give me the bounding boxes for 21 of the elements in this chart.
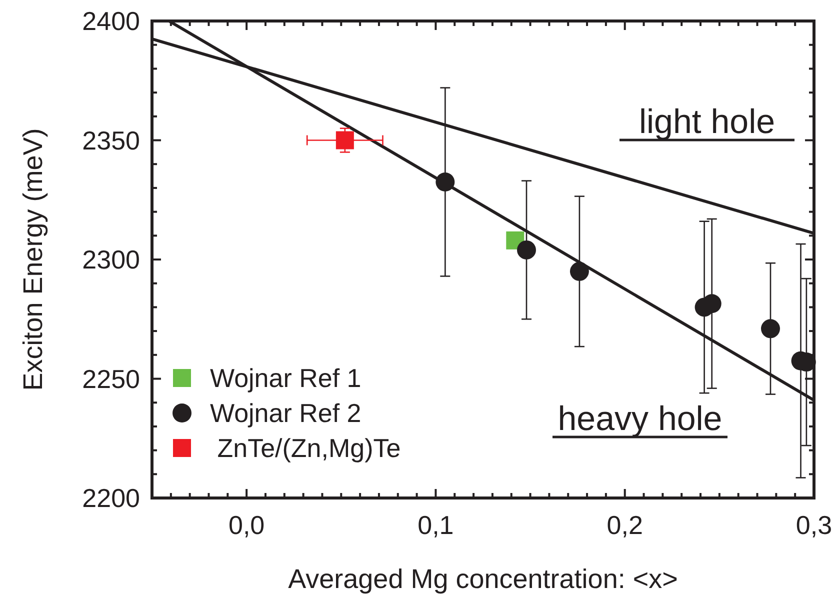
point: [570, 262, 589, 281]
y-tick-label: 2250: [82, 364, 140, 394]
x-tick-label: 0,2: [606, 510, 643, 540]
y-axis-title: Exciton Energy (meV): [18, 128, 48, 391]
annotation: light hole: [638, 103, 776, 141]
x-tick-label: 0,3: [796, 510, 832, 540]
y-tick-label: 2400: [82, 6, 140, 36]
y-tick-label: 2200: [82, 483, 140, 513]
x-tick-label: 0,0: [228, 510, 265, 540]
point: [760, 319, 780, 338]
y-tick-label: 2300: [82, 244, 140, 274]
point: [517, 240, 536, 260]
y-tick-label: 2350: [82, 125, 140, 156]
legend-label: Wojnar Ref 1: [210, 363, 362, 393]
legend-label: ZnTe/(Zn,Mg)Te: [210, 433, 401, 463]
annotation: heavy hole: [558, 400, 722, 438]
point: [436, 172, 455, 192]
x-tick-label: 0,1: [418, 510, 454, 540]
x-axis-title: Averaged Mg concentration: <x>: [288, 564, 678, 594]
legend-label: Wojnar Ref 2: [210, 398, 362, 428]
point: [336, 131, 354, 150]
